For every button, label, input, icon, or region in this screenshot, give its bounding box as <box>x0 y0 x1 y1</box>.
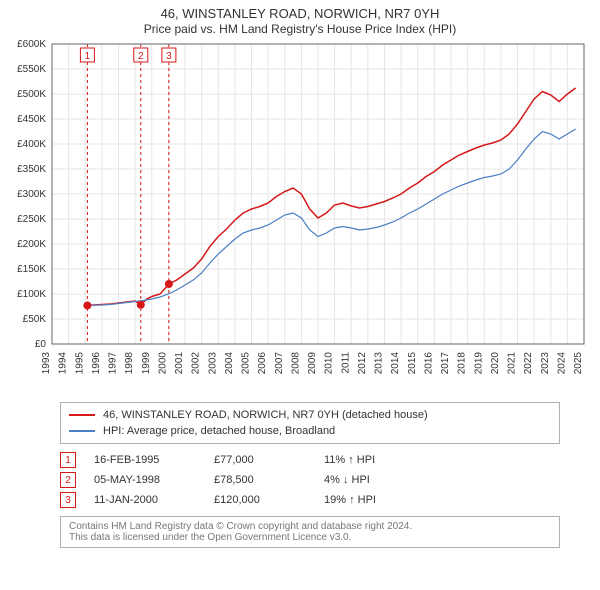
y-tick-label: £0 <box>35 339 47 350</box>
note-row: 1 16-FEB-1995£77,00011% ↑ HPI <box>60 450 560 470</box>
x-tick-label: 2013 <box>374 352 385 375</box>
note-price: £120,000 <box>214 494 324 506</box>
x-tick-label: 2018 <box>457 352 468 375</box>
legend-swatch <box>69 414 95 416</box>
y-tick-label: £250K <box>17 214 46 225</box>
note-date: 05-MAY-1998 <box>94 474 214 486</box>
x-tick-label: 2022 <box>523 352 534 375</box>
x-tick-label: 1999 <box>141 352 152 375</box>
y-tick-label: £400K <box>17 139 46 150</box>
x-tick-label: 1998 <box>124 352 135 375</box>
x-tick-label: 2020 <box>490 352 501 375</box>
x-tick-label: 2014 <box>390 352 401 375</box>
x-tick-label: 2002 <box>191 352 202 375</box>
note-row: 3 11-JAN-2000£120,00019% ↑ HPI <box>60 490 560 510</box>
note-date: 11-JAN-2000 <box>94 494 214 506</box>
x-tick-label: 2004 <box>224 352 235 375</box>
x-tick-label: 2011 <box>340 352 351 374</box>
price-chart: £0 £50K £100K £150K £200K £250K £300K £350K £400… <box>0 36 600 396</box>
x-tick-label: 2007 <box>274 352 285 375</box>
x-tick-label: 2001 <box>174 352 185 375</box>
legend-label: 46, WINSTANLEY ROAD, NORWICH, NR7 0YH (d… <box>103 409 428 421</box>
note-price: £77,000 <box>214 454 324 466</box>
y-tick-label: £300K <box>17 189 46 200</box>
sale-marker-number: 1 <box>85 51 91 62</box>
footer-line-1: Contains HM Land Registry data © Crown c… <box>69 521 551 532</box>
y-tick-label: £450K <box>17 114 46 125</box>
sale-dot <box>137 301 145 309</box>
y-tick-label: £200K <box>17 239 46 250</box>
sale-dot <box>165 280 173 288</box>
note-date: 16-FEB-1995 <box>94 454 214 466</box>
note-direction: 11% ↑ HPI <box>324 454 444 466</box>
x-tick-label: 1994 <box>58 352 69 375</box>
x-tick-label: 1993 <box>41 352 52 375</box>
x-tick-label: 2025 <box>573 352 584 375</box>
y-tick-label: £100K <box>17 289 46 300</box>
x-tick-label: 2015 <box>407 352 418 375</box>
x-tick-label: 2009 <box>307 352 318 375</box>
footer-line-2: This data is licensed under the Open Gov… <box>69 532 551 543</box>
legend: 46, WINSTANLEY ROAD, NORWICH, NR7 0YH (d… <box>60 402 560 444</box>
x-tick-label: 2019 <box>473 352 484 375</box>
y-tick-label: £550K <box>17 64 46 75</box>
y-tick-label: £50K <box>23 314 47 325</box>
note-marker: 3 <box>60 492 76 508</box>
attribution-footer: Contains HM Land Registry data © Crown c… <box>60 516 560 548</box>
y-tick-label: £600K <box>17 39 46 50</box>
sale-notes: 1 16-FEB-1995£77,00011% ↑ HPI 2 05-MAY-1998… <box>60 450 560 510</box>
note-price: £78,500 <box>214 474 324 486</box>
x-tick-label: 1997 <box>108 352 119 375</box>
note-direction: 4% ↓ HPI <box>324 474 444 486</box>
x-tick-label: 2021 <box>507 352 518 375</box>
y-tick-label: £150K <box>17 264 46 275</box>
x-tick-label: 2006 <box>257 352 268 375</box>
sale-marker-number: 3 <box>166 51 172 62</box>
note-direction: 19% ↑ HPI <box>324 494 444 506</box>
sale-marker-number: 2 <box>138 51 144 62</box>
x-tick-label: 2003 <box>207 352 218 375</box>
y-tick-label: £350K <box>17 164 46 175</box>
sale-dot <box>83 302 91 310</box>
x-tick-label: 2005 <box>241 352 252 375</box>
x-tick-label: 2000 <box>157 352 168 375</box>
x-tick-label: 2008 <box>290 352 301 375</box>
chart-subtitle: Price paid vs. HM Land Registry's House … <box>0 22 600 36</box>
x-tick-label: 2016 <box>423 352 434 375</box>
y-tick-label: £500K <box>17 89 46 100</box>
legend-row: 46, WINSTANLEY ROAD, NORWICH, NR7 0YH (d… <box>69 407 551 423</box>
legend-row: HPI: Average price, detached house, Broa… <box>69 423 551 439</box>
legend-label: HPI: Average price, detached house, Broa… <box>103 425 335 437</box>
x-tick-label: 1995 <box>74 352 85 375</box>
x-tick-label: 2024 <box>556 352 567 375</box>
x-tick-label: 2017 <box>440 352 451 375</box>
x-tick-label: 2023 <box>540 352 551 375</box>
chart-title: 46, WINSTANLEY ROAD, NORWICH, NR7 0YH <box>0 6 600 21</box>
x-tick-label: 2012 <box>357 352 368 375</box>
note-marker: 2 <box>60 472 76 488</box>
note-marker: 1 <box>60 452 76 468</box>
x-tick-label: 2010 <box>324 352 335 375</box>
x-tick-label: 1996 <box>91 352 102 375</box>
legend-swatch <box>69 430 95 432</box>
note-row: 2 05-MAY-1998£78,5004% ↓ HPI <box>60 470 560 490</box>
